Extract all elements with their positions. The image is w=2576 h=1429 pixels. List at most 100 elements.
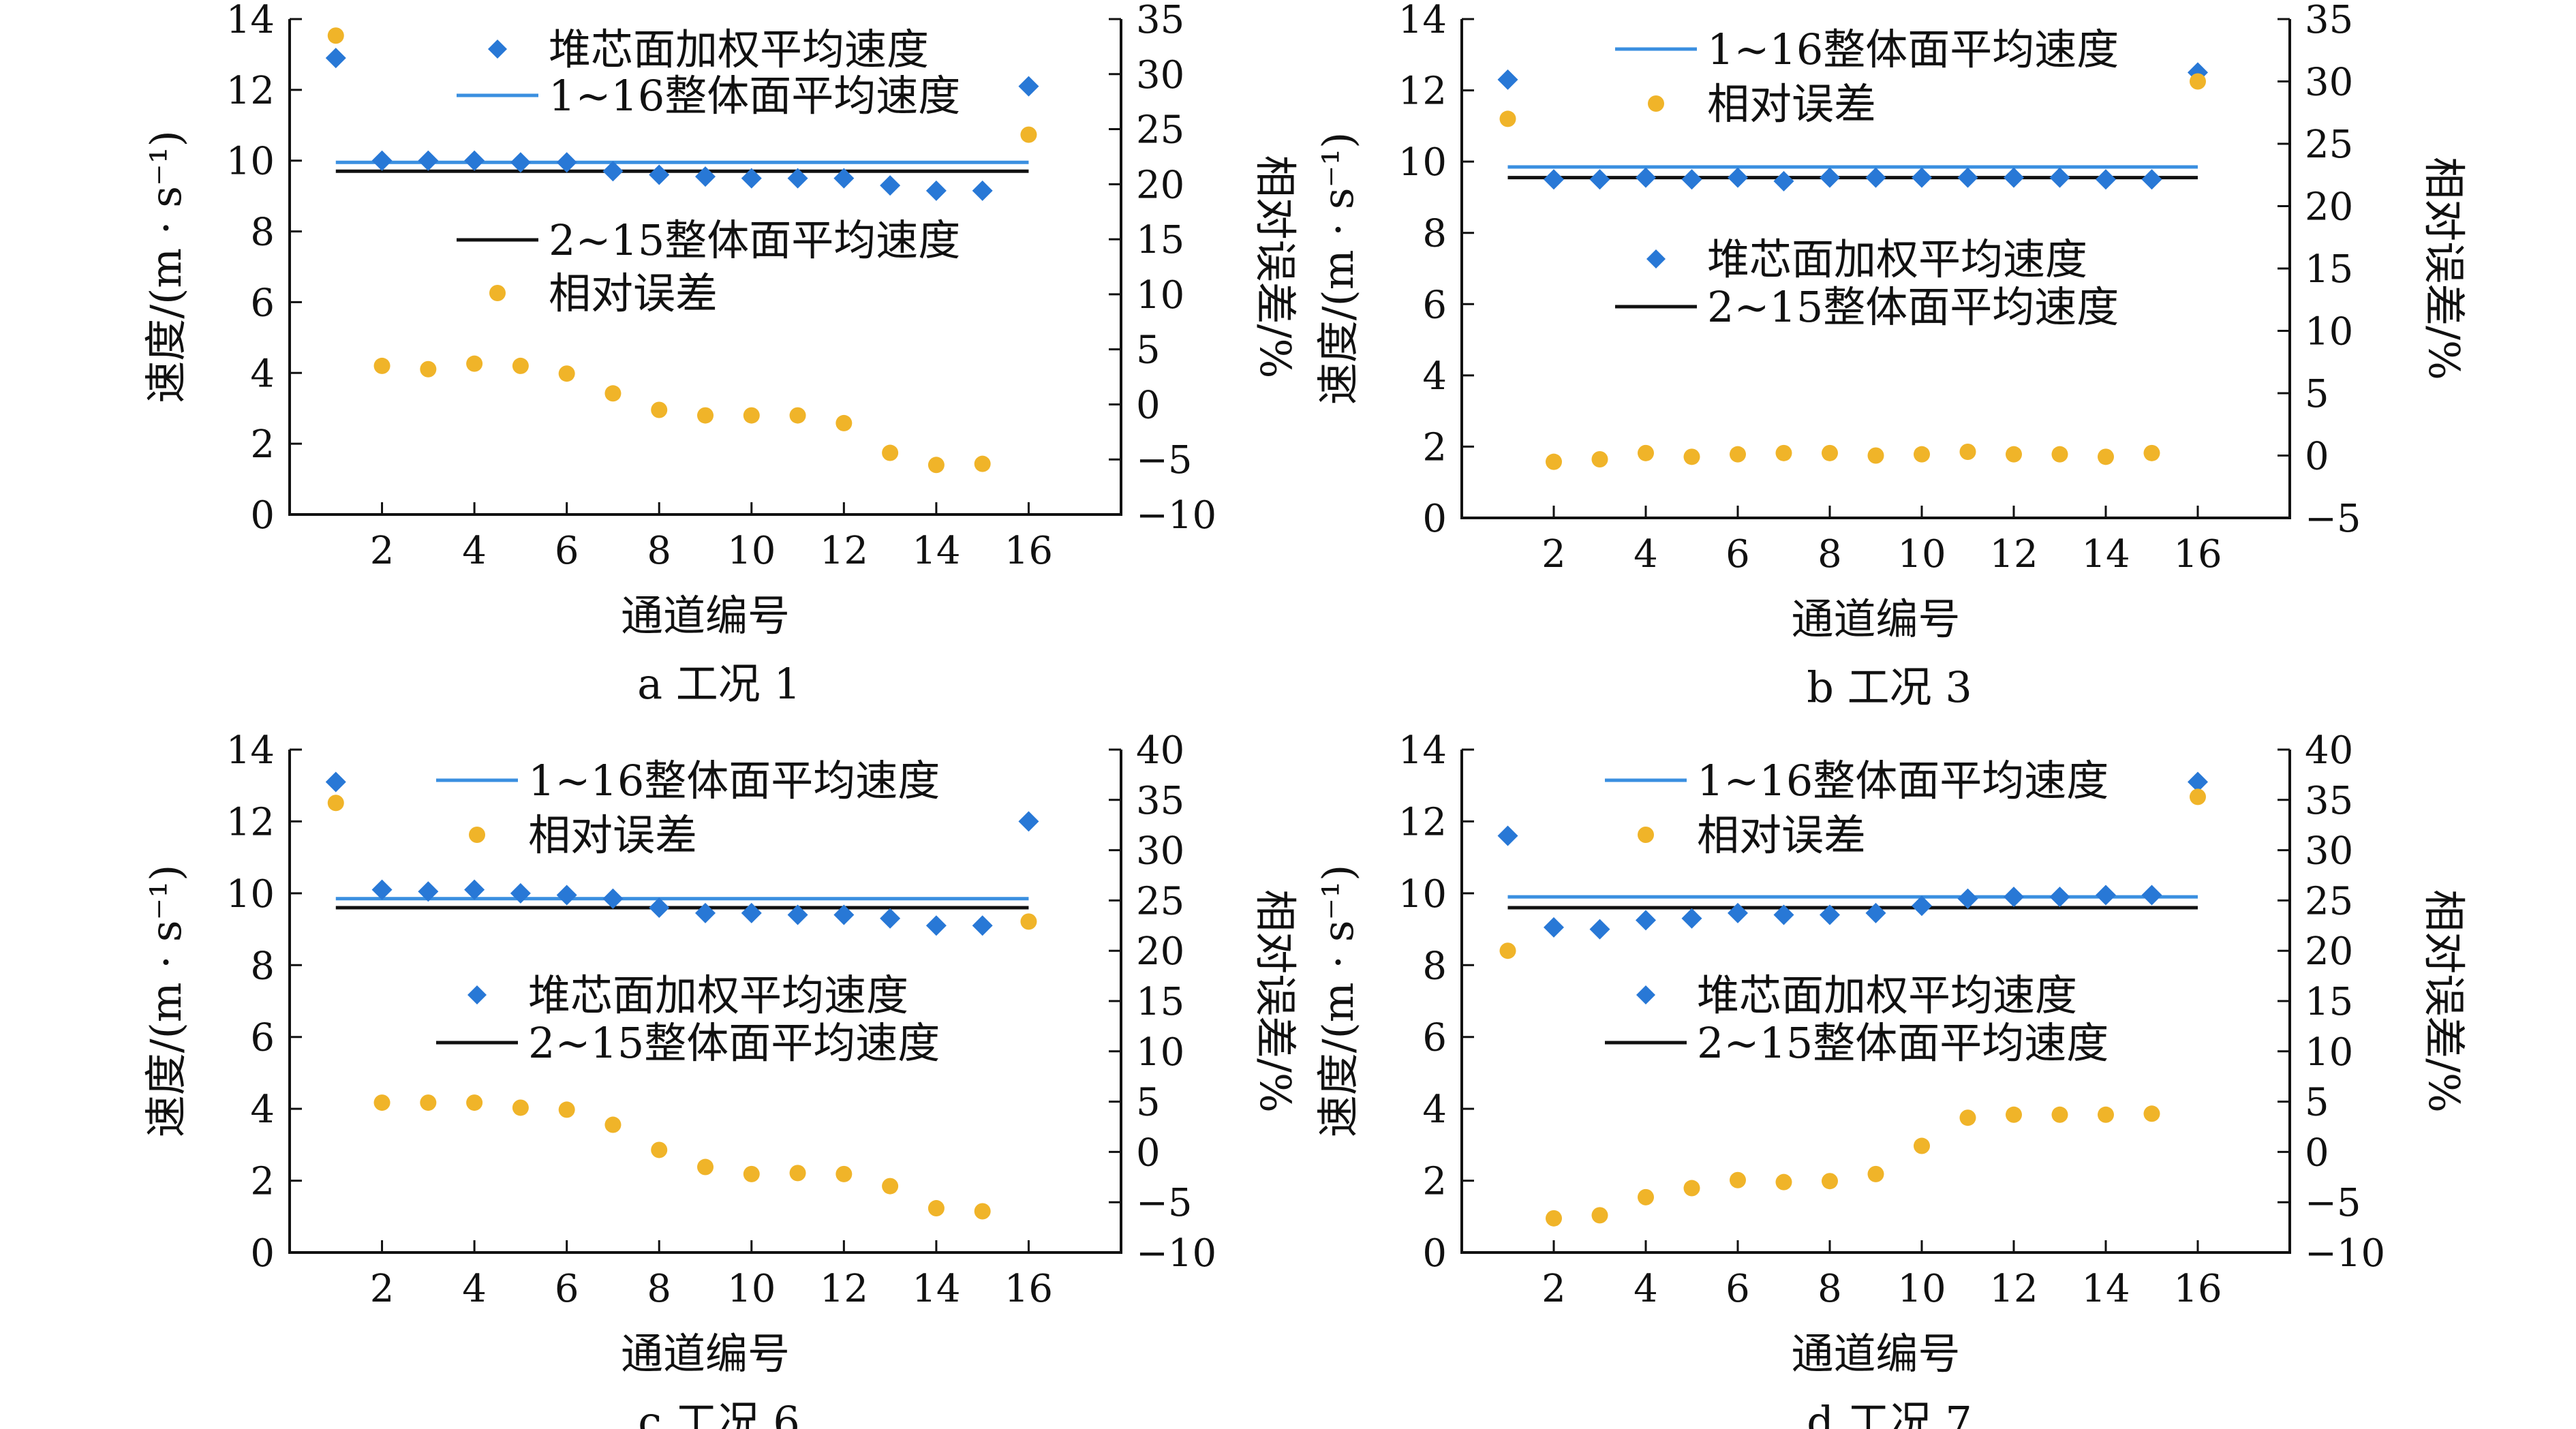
point-error <box>1546 453 1562 470</box>
point-error <box>1822 444 1838 461</box>
point-error <box>2143 444 2160 461</box>
point-error <box>697 407 714 424</box>
y-tick-label: 2 <box>1422 425 1447 470</box>
x-tick-label: 4 <box>462 1267 487 1311</box>
point-error <box>2051 1106 2068 1123</box>
point-error <box>373 1094 390 1111</box>
y2-tick-label: −10 <box>2305 1231 2385 1276</box>
y2-tick-label: 15 <box>1136 980 1184 1024</box>
point-weighted <box>2096 885 2116 906</box>
y2-tick-label: 30 <box>1136 53 1184 97</box>
x-axis-label: 通道编号 <box>1791 594 1960 644</box>
point-weighted <box>649 897 670 918</box>
point-weighted <box>2004 167 2024 188</box>
y2-tick-label: 40 <box>2305 728 2353 773</box>
point-weighted <box>880 908 901 929</box>
y2-tick-label: 25 <box>2305 123 2353 167</box>
legend-label-mean116: 1~16整体面平均速度 <box>1697 756 2109 805</box>
legend-label-mean116: 1~16整体面平均速度 <box>549 71 960 121</box>
y2-tick-label: 20 <box>2305 929 2353 974</box>
y-tick-label: 14 <box>1398 728 1447 773</box>
legend-label-mean215: 2~15整体面平均速度 <box>1697 1018 2109 1068</box>
legend-symbol-weighted <box>488 40 507 59</box>
y2-tick-label: 5 <box>2305 1081 2329 1125</box>
panel-caption: d 工况 7 <box>1807 1397 1972 1429</box>
point-weighted <box>695 902 716 923</box>
y2-tick-label: 5 <box>1136 1081 1161 1125</box>
point-weighted <box>1728 167 1748 188</box>
point-error <box>2006 446 2022 463</box>
point-weighted <box>1636 167 1656 188</box>
x-tick-label: 12 <box>820 529 868 573</box>
point-error <box>604 385 622 402</box>
point-error <box>2006 1106 2022 1123</box>
x-tick-label: 10 <box>727 529 776 573</box>
y2-tick-label: 10 <box>1136 1030 1184 1075</box>
y-tick-label: 10 <box>1398 872 1447 917</box>
point-weighted <box>649 164 670 185</box>
x-tick-label: 4 <box>462 529 487 573</box>
panel-b: 2 4 6 8 10 12 14 16 0 2 4 6 8 10 12 14 −5 0 5 10 15 20 25 30 35 通… <box>1313 0 2469 712</box>
y2-tick-label: −5 <box>1136 1181 1193 1225</box>
point-error <box>743 407 760 424</box>
y-tick-label: 8 <box>250 211 275 255</box>
y-tick-label: 6 <box>1422 1016 1447 1060</box>
y-axis-label: 速度/(m · s⁻¹) <box>1313 132 1363 405</box>
point-weighted <box>418 150 439 171</box>
panel-c: 2 4 6 8 10 12 14 16 0 2 4 6 8 10 12 14 −10 −5 0 5 10 15 20 25 30… <box>141 728 1300 1429</box>
y2-tick-label: −10 <box>1136 1231 1216 1276</box>
point-weighted <box>1589 919 1610 940</box>
point-weighted <box>2004 887 2024 908</box>
point-weighted <box>602 888 624 909</box>
y2-tick-label: 0 <box>2305 1131 2329 1175</box>
y2-tick-label: 10 <box>2305 310 2353 354</box>
legend-symbol-error <box>469 827 485 843</box>
point-error <box>1822 1173 1838 1190</box>
point-weighted <box>1728 902 1748 923</box>
point-weighted <box>972 180 993 201</box>
x-tick-label: 14 <box>2081 1267 2130 1311</box>
y-tick-label: 10 <box>226 872 275 917</box>
legend-label-mean215: 2~15整体面平均速度 <box>1707 282 2119 332</box>
point-weighted <box>1589 169 1610 190</box>
point-weighted <box>556 152 577 173</box>
point-error <box>651 1141 668 1158</box>
x-tick-label: 16 <box>1005 529 1053 573</box>
y2-tick-label: 20 <box>1136 163 1184 207</box>
y-tick-label: 6 <box>1422 283 1447 327</box>
y-axis-label: 速度/(m · s⁻¹) <box>141 130 191 403</box>
point-error <box>420 360 437 378</box>
point-weighted <box>1018 76 1039 97</box>
x-tick-label: 10 <box>727 1267 776 1311</box>
point-error <box>512 357 529 374</box>
point-error <box>1914 446 1930 463</box>
point-error <box>1775 444 1792 461</box>
point-error <box>835 1165 853 1182</box>
y2-tick-label: 35 <box>2305 0 2353 42</box>
point-weighted <box>418 881 439 902</box>
x-tick-label: 14 <box>912 529 960 573</box>
y2-tick-label: 5 <box>2305 372 2329 416</box>
y-tick-label: 0 <box>250 1231 275 1276</box>
panel-caption: b 工况 3 <box>1807 662 1972 712</box>
point-weighted <box>510 882 531 904</box>
y-tick-label: 4 <box>1422 354 1447 399</box>
x-tick-label: 10 <box>1897 1267 1946 1311</box>
y2-axis-label: 相对误差/% <box>1251 889 1300 1113</box>
x-tick-label: 10 <box>1897 532 1946 577</box>
y-tick-label: 8 <box>1422 944 1447 988</box>
x-tick-label: 12 <box>820 1267 868 1311</box>
point-error <box>835 414 853 431</box>
x-tick-label: 8 <box>647 529 671 573</box>
legend-label-mean116: 1~16整体面平均速度 <box>1707 25 2119 74</box>
y-tick-label: 8 <box>250 944 275 988</box>
point-weighted <box>1957 167 1978 188</box>
y2-tick-label: −5 <box>2305 497 2361 541</box>
y2-tick-label: 15 <box>1136 218 1184 262</box>
point-error <box>327 795 344 812</box>
y-tick-label: 4 <box>1422 1088 1447 1132</box>
legend-label-error: 相对误差 <box>549 268 718 318</box>
y-tick-label: 12 <box>226 69 275 113</box>
point-error <box>558 1101 575 1118</box>
point-weighted <box>2188 771 2208 793</box>
